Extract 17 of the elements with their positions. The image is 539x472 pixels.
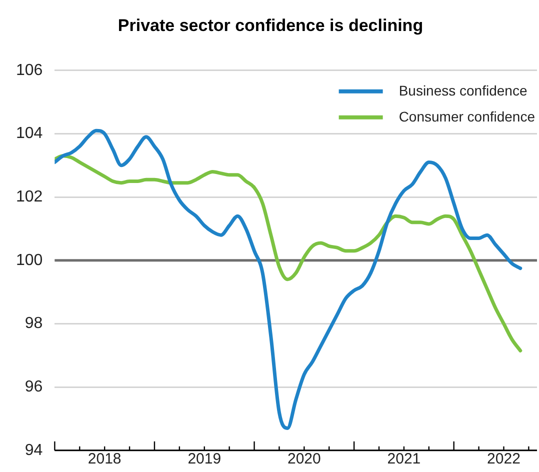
- y-tick-label: 106: [16, 62, 43, 79]
- line-series: [54, 128, 522, 430]
- x-tick-label: 2021: [387, 450, 421, 468]
- legend-label: Business confidence: [398, 82, 528, 98]
- y-tick-label: 100: [16, 252, 43, 269]
- y-tick-label: 98: [24, 315, 43, 332]
- y-tick-label: 104: [16, 125, 43, 142]
- y-tick-label: 94: [24, 442, 43, 459]
- x-tick-label: 2019: [188, 450, 222, 468]
- chart-title: Private sector confidence is declining: [118, 16, 424, 35]
- y-tick-label: 102: [16, 188, 43, 206]
- x-tick-label: 2020: [287, 450, 321, 468]
- line-series: [54, 154, 522, 352]
- y-tick-label: 96: [24, 378, 43, 396]
- legend-label: Consumer confidence: [398, 108, 536, 124]
- x-tick-label: 2022: [487, 450, 520, 468]
- x-tick-label: 2018: [88, 450, 122, 468]
